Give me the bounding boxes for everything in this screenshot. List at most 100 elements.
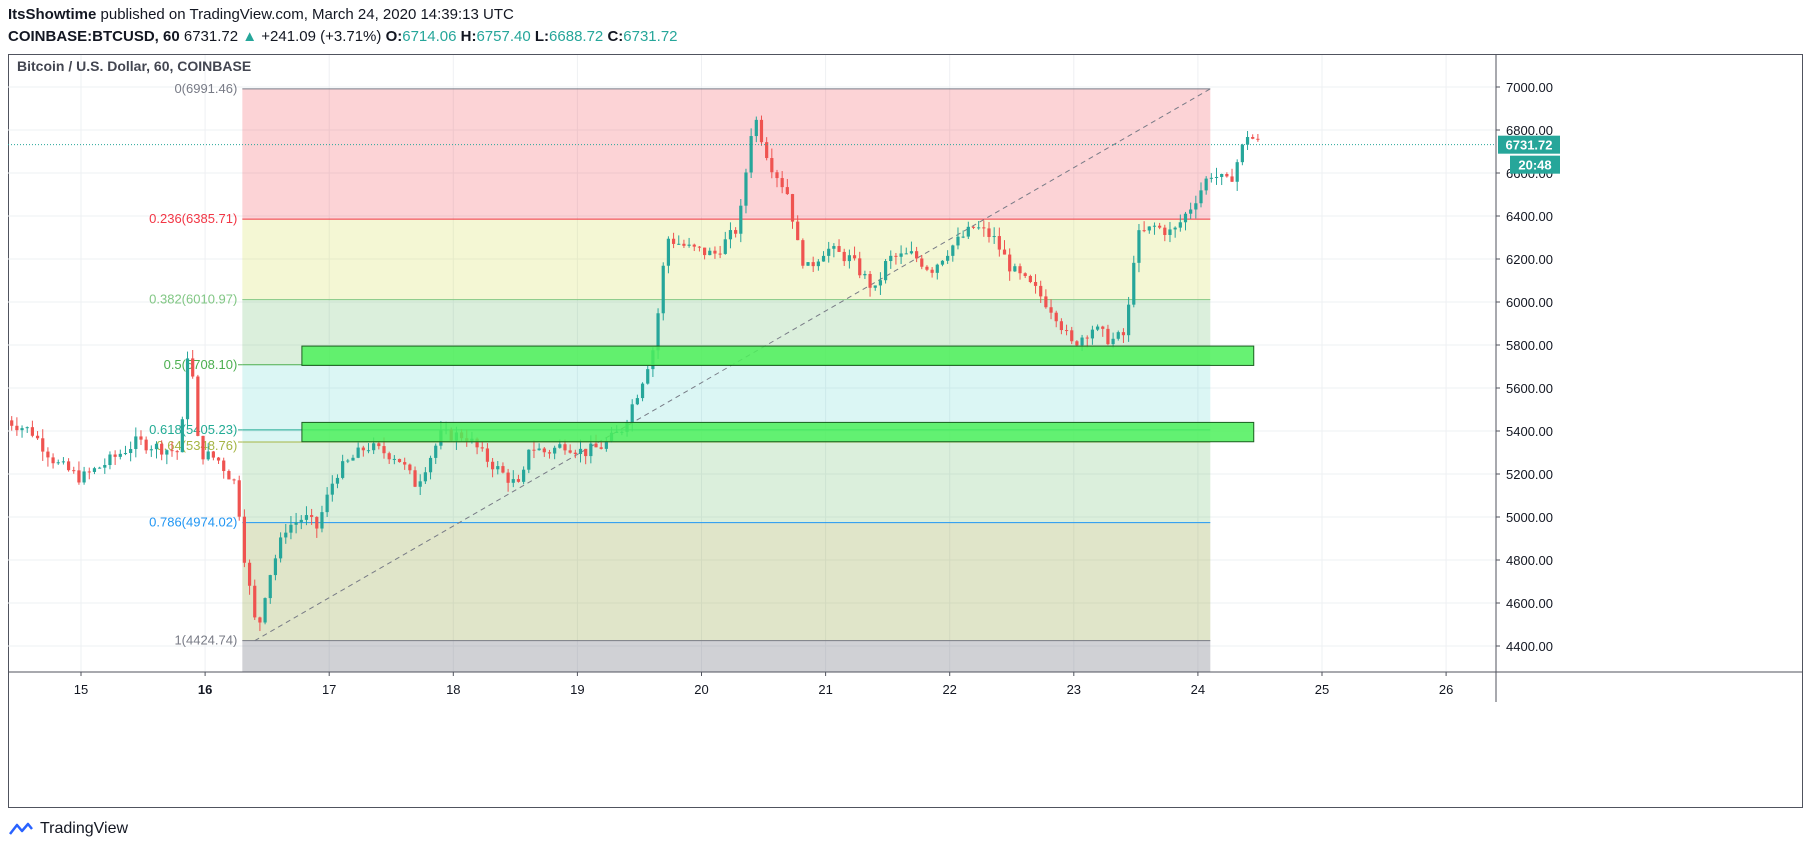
candle-body	[1085, 337, 1089, 339]
candle-body	[961, 236, 965, 238]
candle-body	[490, 461, 495, 470]
candle-body	[977, 227, 981, 229]
x-tick-label: 15	[74, 682, 88, 697]
candle-body	[925, 266, 929, 270]
candle-body	[827, 248, 831, 256]
candle-body	[1178, 222, 1182, 228]
candle-body	[56, 462, 60, 464]
candle-body	[527, 449, 531, 470]
fib-band	[242, 522, 1211, 641]
symbol-line: COINBASE:BTCUSD, 60 6731.72 ▲ +241.09 (+…	[8, 28, 678, 45]
candle-body	[418, 481, 422, 487]
fib-level-label: 0.618(5405.23)	[149, 422, 237, 437]
candle-body	[1225, 174, 1229, 177]
candle-body	[734, 230, 738, 234]
candle-body	[413, 470, 417, 487]
high-value: 6757.40	[476, 28, 531, 45]
fib-band	[242, 640, 1211, 672]
candle-body	[268, 575, 272, 599]
candle-body	[1013, 266, 1017, 272]
support-zone-rect	[301, 345, 1255, 366]
candle-body	[361, 447, 365, 451]
candle-body	[1095, 326, 1100, 330]
candle-body	[175, 451, 179, 453]
candle-body	[739, 205, 743, 234]
candle-body	[434, 445, 438, 458]
fib-level-label: 0.786(4974.02)	[149, 515, 237, 530]
fib-level-label: 0.236(6385.71)	[149, 211, 237, 226]
candle-body	[920, 258, 924, 267]
candle-body	[501, 466, 505, 473]
candle-body	[796, 221, 800, 241]
candle-body	[852, 255, 857, 259]
publisher-line: ItsShowtime published on TradingView.com…	[8, 6, 514, 23]
candle-body	[1220, 174, 1224, 177]
candle-body	[485, 448, 490, 462]
candle-body	[25, 427, 29, 429]
fib-band	[242, 88, 1211, 220]
candle-body	[341, 461, 345, 478]
candle-body	[139, 436, 143, 440]
support-zone-rect	[301, 421, 1255, 443]
candle-body	[811, 262, 815, 267]
y-tick-label: 4400.00	[1506, 639, 1553, 654]
candle-body	[294, 522, 298, 525]
candle-body	[1023, 273, 1027, 276]
candle-body	[785, 187, 789, 195]
candle-body	[878, 280, 883, 286]
candle-body	[496, 466, 500, 470]
candle-body	[242, 516, 246, 563]
candle-body	[589, 443, 593, 457]
author-name[interactable]: ItsShowtime	[8, 6, 97, 23]
y-tick-label: 5400.00	[1506, 424, 1553, 439]
candle-body	[1075, 341, 1079, 346]
candle-body	[1002, 249, 1007, 255]
candle-body	[713, 250, 717, 254]
candle-body	[387, 453, 391, 460]
candle-body	[847, 255, 851, 262]
close-value: 6731.72	[623, 28, 678, 45]
candle-body	[1132, 262, 1136, 305]
fib-level-label: 1(4424.74)	[174, 633, 237, 648]
candle-body	[10, 420, 14, 426]
candle-body	[553, 447, 557, 454]
candle-body	[273, 558, 278, 576]
candle-body	[222, 460, 226, 472]
candle-body	[816, 261, 820, 267]
candle-body	[837, 246, 841, 252]
candle-body	[196, 376, 200, 436]
footer-brand[interactable]: TradingView	[40, 820, 129, 837]
tradingview-logo-icon[interactable]	[8, 821, 34, 837]
candle-body	[915, 251, 919, 259]
high-label: H:	[460, 28, 477, 45]
candle-body	[160, 443, 164, 455]
candle-body	[661, 265, 665, 314]
candle-body	[770, 158, 774, 173]
candle-body	[790, 194, 795, 222]
x-tick-label: 21	[818, 682, 832, 697]
candle-body	[149, 449, 153, 451]
candle-body	[692, 244, 696, 247]
candle-body	[671, 238, 676, 244]
candle-body	[749, 136, 753, 173]
candle-body	[475, 438, 479, 448]
candle-body	[284, 532, 288, 538]
candle-body	[542, 448, 546, 453]
candle-body	[780, 178, 784, 188]
candle-body	[320, 512, 324, 529]
candle-body	[423, 472, 427, 482]
candle-body	[992, 236, 996, 238]
candle-body	[604, 441, 608, 449]
y-tick-label: 5000.00	[1506, 510, 1553, 525]
open-value: 6714.06	[402, 28, 457, 45]
candle-body	[278, 537, 283, 559]
candle-body	[92, 468, 97, 472]
candle-body	[72, 470, 76, 472]
candle-body	[227, 471, 231, 480]
candle-body	[103, 465, 107, 468]
candle-body	[1116, 332, 1120, 339]
candle-body	[1183, 213, 1188, 223]
candle-body	[532, 449, 536, 451]
last-price: 6731.72	[183, 28, 239, 45]
